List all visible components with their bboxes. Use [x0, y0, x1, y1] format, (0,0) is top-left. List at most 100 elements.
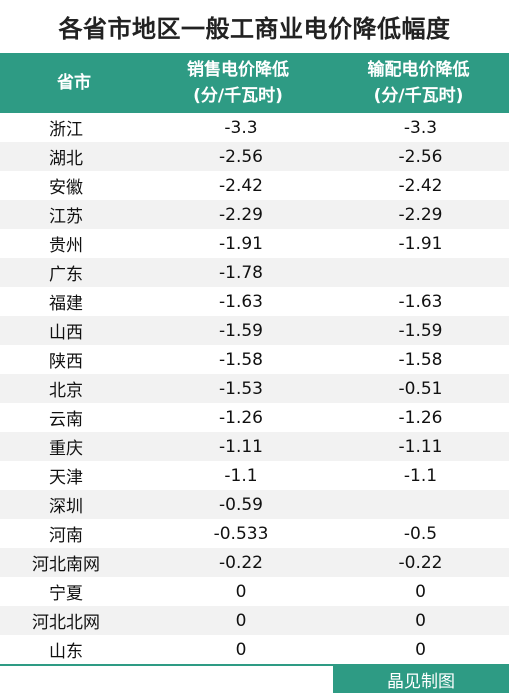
header-transmission-unit: (分/千瓦时) — [373, 86, 464, 106]
table-header: 省市 销售电价降低 (分/千瓦时) 输配电价降低 (分/千瓦时) — [0, 53, 509, 113]
province-cell: 河南 — [0, 519, 182, 548]
header-province: 省市 — [0, 53, 148, 113]
province-cell: 陕西 — [0, 345, 182, 374]
transmission-price-cell-value: -2.56 — [398, 146, 443, 167]
sales-price-cell-value: 0 — [235, 639, 247, 660]
sales-price-cell: -1.91 — [182, 229, 332, 258]
transmission-price-cell: -0.51 — [332, 374, 509, 403]
transmission-price-cell-value: 0 — [415, 639, 426, 660]
sales-price-cell: 0 — [182, 577, 332, 606]
province-cell-value: 湖北 — [49, 149, 83, 169]
sales-price-cell: -1.1 — [182, 461, 332, 490]
province-cell: 深圳 — [0, 490, 182, 519]
table-row: 云南 -1.26 -1.26 — [0, 403, 509, 432]
table-row: 河南 -0.533 -0.5 — [0, 519, 509, 548]
sales-price-cell-value: -1.63 — [219, 291, 263, 312]
table-row: 浙江 -3.3 -3.3 — [0, 113, 509, 142]
table-row: 河北北网 0 0 — [0, 606, 509, 635]
transmission-price-cell: -1.11 — [332, 432, 509, 461]
table-row: 陕西 -1.58 -1.58 — [0, 345, 509, 374]
province-cell: 宁夏 — [0, 577, 182, 606]
transmission-price-cell: -2.29 — [332, 200, 509, 229]
sales-price-cell-value: -2.56 — [219, 146, 263, 167]
sales-price-cell-value: -1.1 — [224, 465, 258, 486]
province-cell-value: 河北南网 — [32, 555, 100, 575]
sales-price-cell-value: -0.533 — [213, 523, 269, 544]
transmission-price-cell: -1.26 — [332, 403, 509, 432]
table-row: 安徽 -2.42 -2.42 — [0, 171, 509, 200]
transmission-price-cell-value: -0.22 — [398, 552, 443, 573]
sales-price-cell-value: -1.26 — [219, 407, 263, 428]
province-cell-value: 重庆 — [49, 439, 83, 459]
table-row: 北京 -1.53 -0.51 — [0, 374, 509, 403]
province-cell: 浙江 — [0, 113, 182, 142]
transmission-price-cell: -0.5 — [332, 519, 509, 548]
transmission-price-cell-value: -3.3 — [403, 117, 438, 138]
table-row: 宁夏 0 0 — [0, 577, 509, 606]
header-sales-label: 销售电价降低 — [187, 60, 289, 80]
transmission-price-cell-value: 0 — [415, 610, 426, 631]
transmission-price-cell-value: -1.26 — [398, 407, 443, 428]
province-cell: 重庆 — [0, 432, 182, 461]
sales-price-cell: -1.11 — [182, 432, 332, 461]
sales-price-cell: -0.533 — [182, 519, 332, 548]
sales-price-cell: 0 — [182, 606, 332, 635]
province-cell-value: 安徽 — [49, 178, 83, 198]
province-cell-value: 天津 — [49, 468, 83, 488]
province-cell: 福建 — [0, 287, 182, 316]
transmission-price-cell: -2.42 — [332, 171, 509, 200]
sales-price-cell: -1.63 — [182, 287, 332, 316]
province-cell-value: 河南 — [49, 526, 83, 546]
table-title: 各省市地区一般工商业电价降低幅度 — [58, 15, 451, 43]
transmission-price-cell: -0.22 — [332, 548, 509, 577]
sales-price-cell: -1.58 — [182, 345, 332, 374]
province-cell-value: 广东 — [49, 265, 83, 285]
sales-price-cell-value: -1.59 — [219, 320, 263, 341]
table-body: 浙江 -3.3 -3.3 湖北 -2.56 -2.56 安徽 -2.42 -2.42 江苏 -2.2… — [0, 113, 509, 664]
transmission-price-cell: -3.3 — [332, 113, 509, 142]
table-row: 河北南网 -0.22 -0.22 — [0, 548, 509, 577]
province-cell-value: 北京 — [49, 381, 83, 401]
header-transmission-label: 输配电价降低 — [367, 60, 470, 80]
province-cell: 北京 — [0, 374, 182, 403]
table-row: 广东 -1.78 — [0, 258, 509, 287]
table-row: 天津 -1.1 -1.1 — [0, 461, 509, 490]
transmission-price-cell-value: -1.63 — [398, 291, 443, 312]
table-row: 山东 0 0 — [0, 635, 509, 664]
sales-price-cell: -1.59 — [182, 316, 332, 345]
province-cell: 湖北 — [0, 142, 182, 171]
province-cell: 广东 — [0, 258, 182, 287]
sales-price-cell: -1.78 — [182, 258, 332, 287]
transmission-price-cell-value: -1.58 — [398, 349, 443, 370]
sales-price-cell-value: 0 — [235, 610, 247, 631]
province-cell-value: 浙江 — [49, 120, 83, 140]
transmission-price-cell-value: -0.5 — [403, 523, 438, 544]
header-province-label: 省市 — [57, 73, 91, 93]
province-cell: 河北北网 — [0, 606, 182, 635]
header-transmission-price: 输配电价降低 (分/千瓦时) — [328, 53, 509, 113]
province-cell: 安徽 — [0, 171, 182, 200]
transmission-price-cell-value: -1.91 — [398, 233, 443, 254]
transmission-price-cell: -1.91 — [332, 229, 509, 258]
transmission-price-cell: 0 — [332, 577, 509, 606]
sales-price-cell: -0.22 — [182, 548, 332, 577]
credit-label: 晶见制图 — [333, 666, 509, 693]
transmission-price-cell — [332, 490, 509, 519]
province-cell: 贵州 — [0, 229, 182, 258]
province-cell: 山西 — [0, 316, 182, 345]
sales-price-cell-value: -2.42 — [219, 175, 263, 196]
province-cell-value: 贵州 — [49, 236, 83, 256]
sales-price-cell-value: -1.53 — [219, 378, 263, 399]
province-cell-value: 宁夏 — [49, 584, 83, 604]
sales-price-cell: -0.59 — [182, 490, 332, 519]
table-bottom-border — [0, 664, 509, 666]
sales-price-cell-value: -1.78 — [219, 262, 263, 283]
province-cell-value: 陕西 — [49, 352, 83, 372]
header-sales-unit: (分/千瓦时) — [193, 86, 283, 106]
province-cell: 山东 — [0, 635, 182, 664]
transmission-price-cell-value: -2.42 — [398, 175, 443, 196]
province-cell: 江苏 — [0, 200, 182, 229]
province-cell: 云南 — [0, 403, 182, 432]
transmission-price-cell — [332, 258, 509, 287]
table-row: 福建 -1.63 -1.63 — [0, 287, 509, 316]
